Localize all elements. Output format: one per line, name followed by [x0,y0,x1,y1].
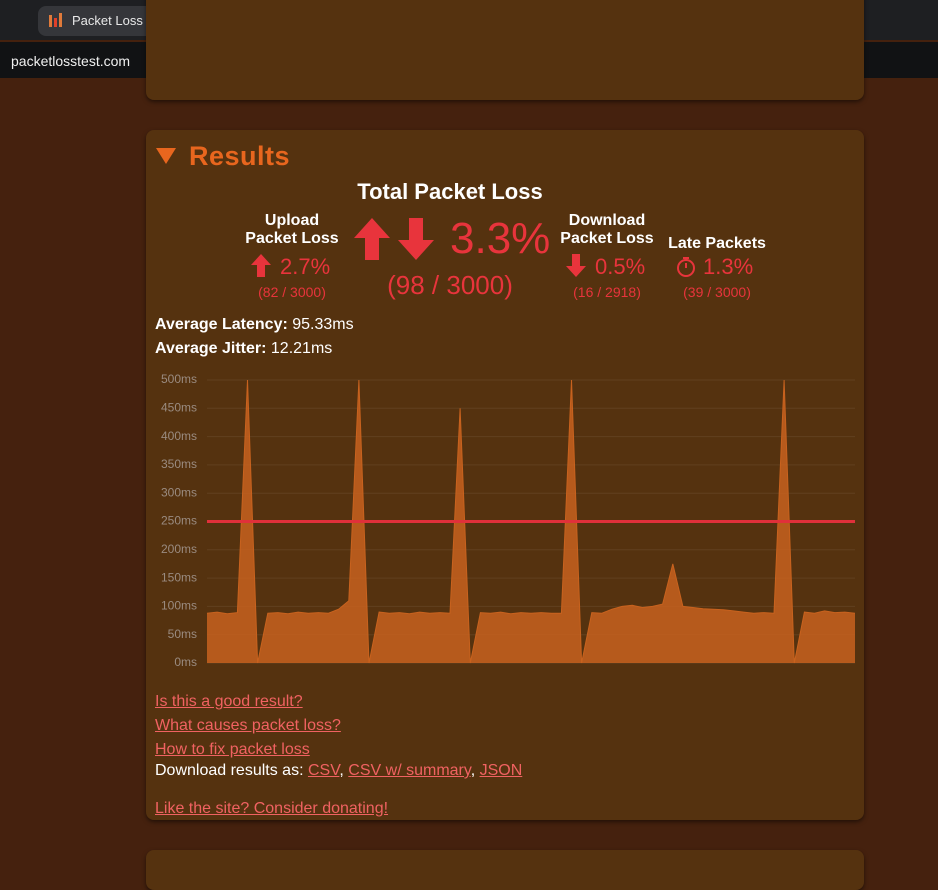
y-tick-label: 300ms [161,485,197,499]
upload-value: 2.7% [280,254,331,279]
download-label: Download Packet Loss [560,212,654,247]
y-tick-label: 50ms [168,627,197,641]
y-tick-label: 350ms [161,457,197,471]
y-tick-label: 200ms [161,542,197,556]
latency-value: 95.33ms [292,316,354,333]
help-link[interactable]: Is this a good result? [155,693,303,710]
late-label: Late Packets [668,235,766,252]
y-tick-label: 400ms [161,429,197,443]
collapse-toggle[interactable] [155,147,177,165]
latency-label: Average Latency: [155,316,288,333]
upload-detail: (82 / 3000) [258,284,326,300]
y-tick-label: 100ms [161,599,197,613]
late-icon [677,257,695,277]
total-detail: (98 / 3000) [387,270,513,300]
latency-line [206,379,856,664]
jitter-value: 12.21ms [270,340,333,357]
late-value: 1.3% [703,254,754,279]
separator: , [339,762,349,779]
latency-area [207,380,855,663]
upload-icon [251,254,271,277]
y-tick-label: 250ms [161,514,197,528]
export-link[interactable]: CSV [307,762,340,779]
y-tick-label: 0ms [174,655,197,669]
total-arrows [354,218,434,260]
next-card [146,850,864,890]
export-label: Download results as: [155,762,304,779]
download-icon [566,254,586,277]
total-label: Total Packet Loss [357,179,543,204]
latency-chart: 0ms 50ms 100ms 150ms 200ms 250ms 300ms 350ms 400… [161,372,856,669]
latency-row: Average Latency: 95.33ms [155,316,354,334]
results-card [146,130,864,820]
y-tick-label: 150ms [161,570,197,584]
help-link[interactable]: How to fix packet loss [155,741,310,758]
jitter-row: Average Jitter: 12.21ms [155,340,332,358]
export-formats: CSV, CSV w/ summary, JSON [308,762,522,779]
donate-link[interactable]: Like the site? Consider donating! [155,800,389,817]
export-row: Download results as: CSV, CSV w/ summary… [155,762,522,780]
export-link[interactable]: CSV w/ summary [348,762,471,779]
download-value: 0.5% [595,254,646,279]
download-detail: (16 / 2918) [573,284,641,300]
y-tick-label: 450ms [161,400,197,414]
links: Is this a good result? What causes packet… [155,690,341,762]
url: packetlosstest.com [11,53,131,69]
export-link[interactable]: JSON [479,762,523,779]
help-link[interactable]: What causes packet loss? [155,717,341,734]
section-title: Results [189,141,291,171]
separator: , [470,762,480,779]
y-tick-label: 500ms [161,372,197,386]
late-detail: (39 / 3000) [683,284,751,300]
jitter-label: Average Jitter: [155,340,267,357]
tab-icon [49,13,62,27]
upload-label: Upload Packet Loss [245,212,339,247]
previous-card [146,0,864,100]
total-value: 3.3% [450,214,551,263]
